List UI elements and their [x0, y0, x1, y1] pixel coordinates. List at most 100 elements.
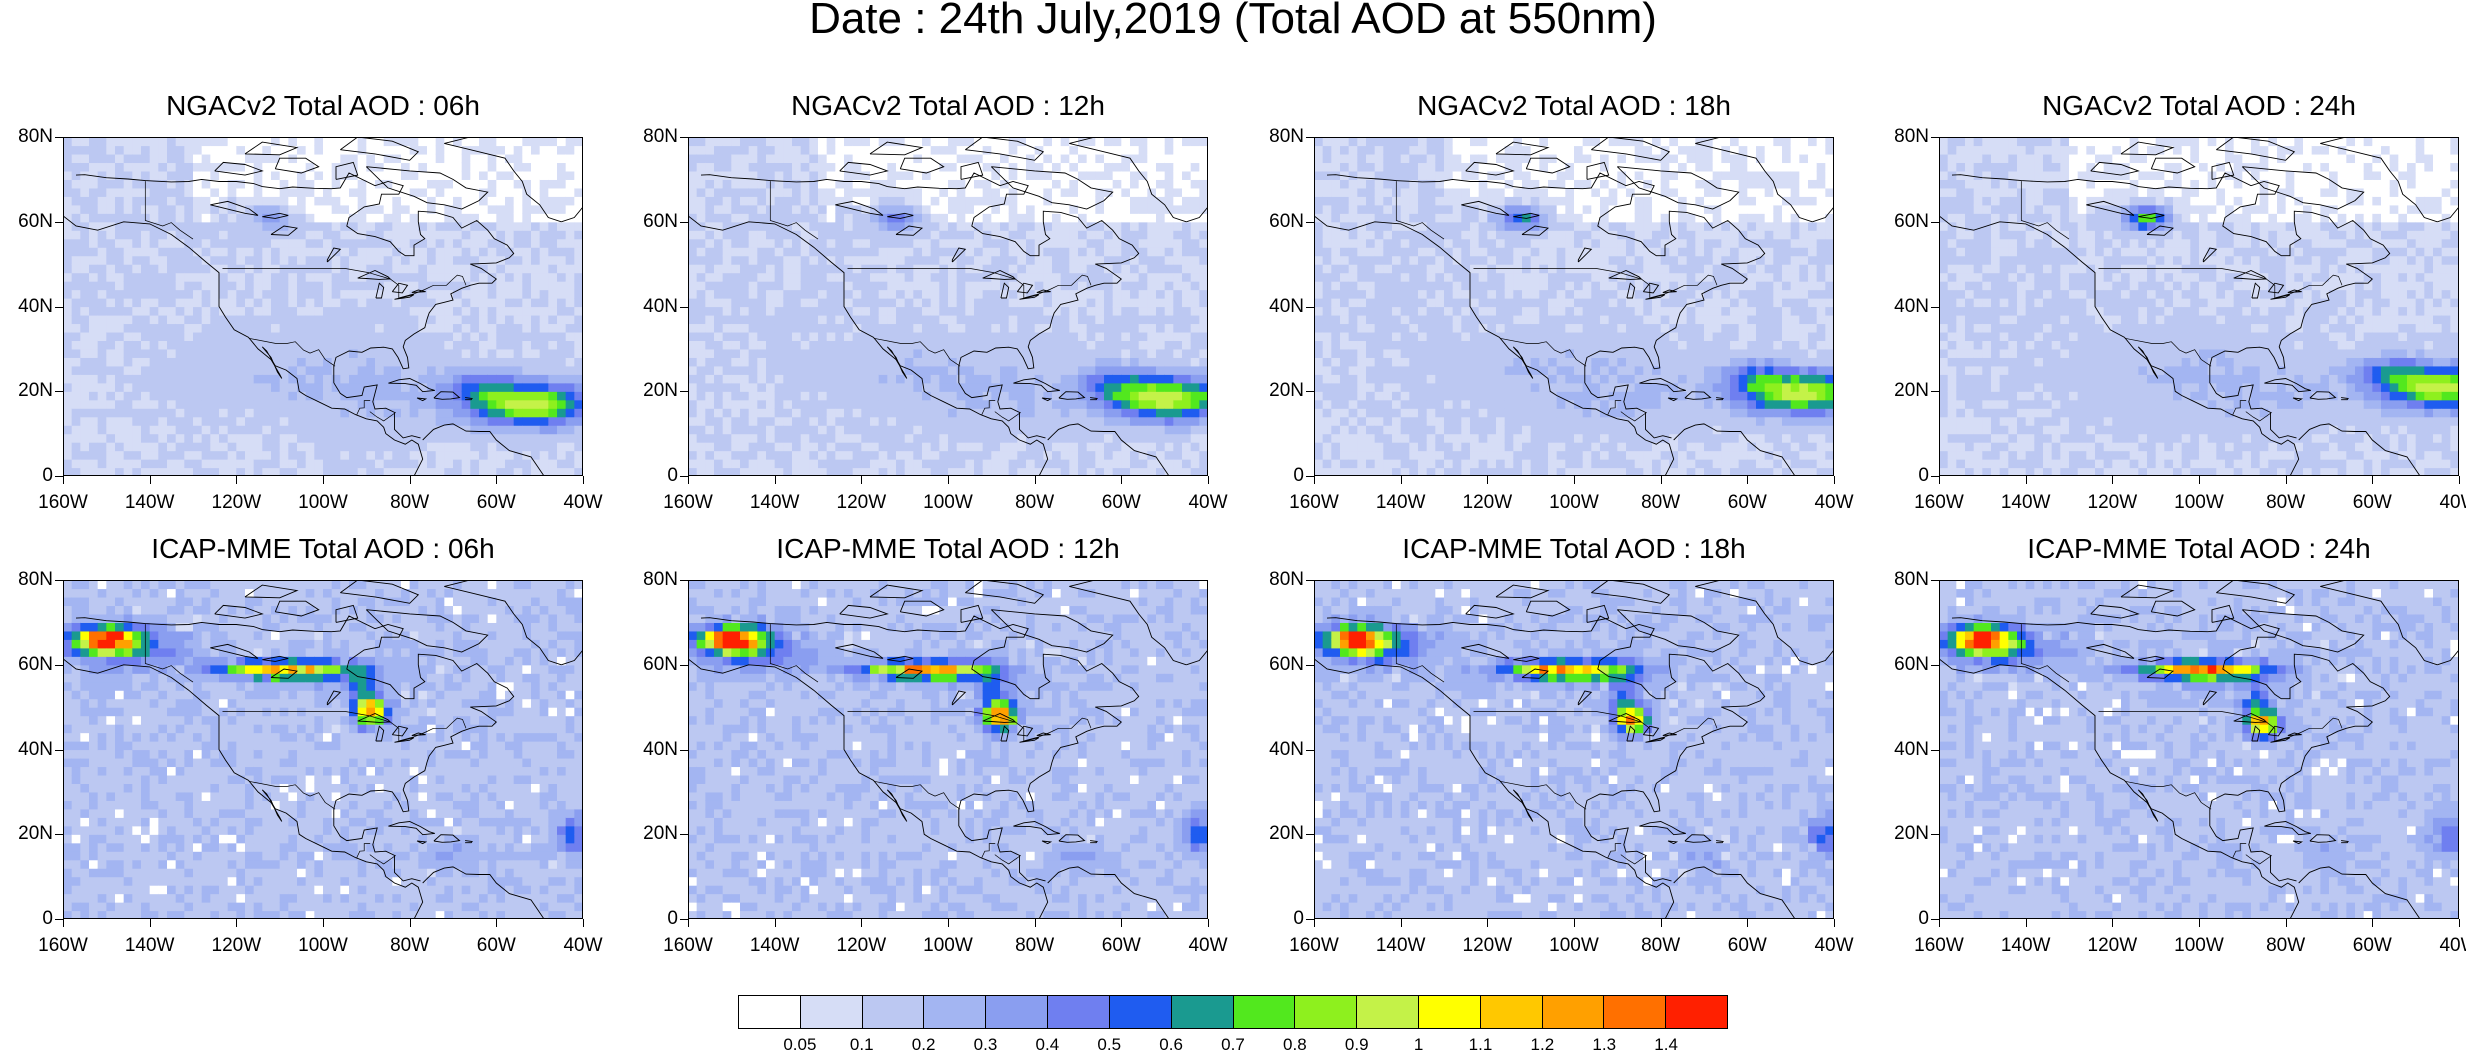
coastline — [869, 141, 924, 156]
coastline — [1499, 780, 1587, 810]
y-tick-label: 20N — [18, 380, 53, 402]
colorbar-segment — [1418, 996, 1481, 1028]
coastline — [214, 161, 264, 176]
coastline — [248, 780, 336, 810]
x-tick-label: 160W — [38, 935, 88, 956]
x-tick-label: 60W — [1101, 492, 1141, 513]
coastline — [2211, 161, 2235, 180]
coastline — [951, 247, 967, 263]
coastline — [1591, 580, 1671, 604]
coastline — [1616, 609, 1740, 653]
colorbar-segment — [739, 996, 801, 1028]
coastline — [270, 668, 299, 679]
x-tick-label: 160W — [663, 492, 713, 513]
y-tick-label: 20N — [1894, 823, 1929, 845]
coastline — [2292, 397, 2304, 402]
y-tick-label: 0 — [1918, 465, 1929, 486]
coastline — [2241, 609, 2365, 653]
aod-map — [63, 580, 583, 919]
x-tick — [1208, 476, 1209, 484]
coastline — [887, 655, 914, 662]
coastline — [2437, 649, 2459, 666]
y-tick-label: 40N — [1894, 295, 1929, 317]
coastline — [2270, 294, 2291, 300]
x-tick — [1121, 476, 1123, 484]
coastline — [1951, 172, 2391, 439]
x-tick-label: 40W — [2439, 492, 2466, 513]
x-tick-label: 120W — [2087, 935, 2138, 956]
coastline — [1695, 580, 1813, 666]
x-tick-label: 160W — [1914, 935, 1964, 956]
x-tick — [236, 919, 238, 927]
coastline — [1090, 840, 1098, 844]
y-tick-label: 0 — [42, 908, 53, 929]
coastline — [2216, 137, 2296, 161]
colorbar-segment — [800, 996, 863, 1028]
x-tick — [2459, 476, 2460, 484]
colorbar-segment — [1048, 996, 1110, 1028]
x-tick — [1487, 476, 1489, 484]
colorbar-segment — [1480, 996, 1543, 1028]
y-tick — [55, 221, 63, 223]
coastline — [244, 141, 299, 156]
x-tick — [2199, 919, 2200, 927]
y-tick-label: 20N — [1269, 380, 1304, 402]
coastline — [2241, 166, 2365, 210]
coastline — [210, 200, 259, 216]
coastline — [1461, 200, 1510, 216]
coastline — [835, 643, 884, 659]
map-panel-icap-24h: ICAP-MME Total AOD : 24h 80N 60N 40N 20N 0 160… — [1894, 534, 2466, 956]
aod-field — [1939, 137, 2459, 476]
y-tick — [1306, 221, 1314, 223]
coastline — [873, 780, 961, 810]
x-tick-label: 120W — [211, 492, 262, 513]
coastline — [1577, 690, 1593, 706]
y-tick — [1931, 834, 1939, 836]
coastline — [965, 137, 1045, 161]
colorbar-segment — [1295, 996, 1358, 1028]
y-tick-label: 40N — [643, 295, 678, 317]
coastline — [394, 294, 415, 300]
y-tick-label: 0 — [667, 908, 678, 929]
x-tick — [1487, 919, 1489, 927]
y-tick — [680, 664, 688, 666]
y-tick — [1306, 137, 1314, 138]
coastline — [1473, 711, 1718, 742]
x-tick — [63, 919, 64, 927]
coastline — [2211, 604, 2235, 623]
coastline — [1495, 141, 1550, 156]
coastline — [444, 580, 562, 666]
coastline — [1639, 378, 1686, 393]
coastline — [2341, 840, 2349, 844]
coastline — [444, 137, 562, 223]
coastline — [1041, 397, 1053, 402]
x-tick — [2285, 476, 2287, 484]
coastline — [433, 834, 461, 843]
coastline — [465, 840, 473, 844]
coastline — [2090, 161, 2140, 176]
colorbar-label: 0.8 — [1283, 1035, 1307, 1054]
x-tick — [774, 476, 776, 484]
x-tick — [948, 476, 949, 484]
coastline — [1521, 668, 1550, 679]
x-tick-label: 120W — [2087, 492, 2138, 513]
y-tick-label: 20N — [643, 380, 678, 402]
colorbar-segment — [1604, 996, 1667, 1028]
colorbar-label: 1.2 — [1530, 1035, 1555, 1054]
x-tick — [2199, 476, 2200, 484]
y-tick — [55, 580, 63, 581]
coastline — [2202, 247, 2218, 263]
x-tick — [774, 919, 776, 927]
coastline — [965, 580, 1045, 604]
x-tick-label: 120W — [1462, 492, 1513, 513]
coastline — [1465, 161, 1515, 176]
coastline — [375, 725, 385, 742]
coastline — [561, 206, 583, 223]
x-tick-label: 40W — [2439, 935, 2466, 956]
y-tick — [1931, 221, 1939, 223]
coastline — [63, 215, 424, 476]
coastline — [1000, 725, 1010, 742]
coastline — [2270, 737, 2291, 743]
y-tick — [55, 664, 63, 666]
coastline — [769, 624, 819, 683]
